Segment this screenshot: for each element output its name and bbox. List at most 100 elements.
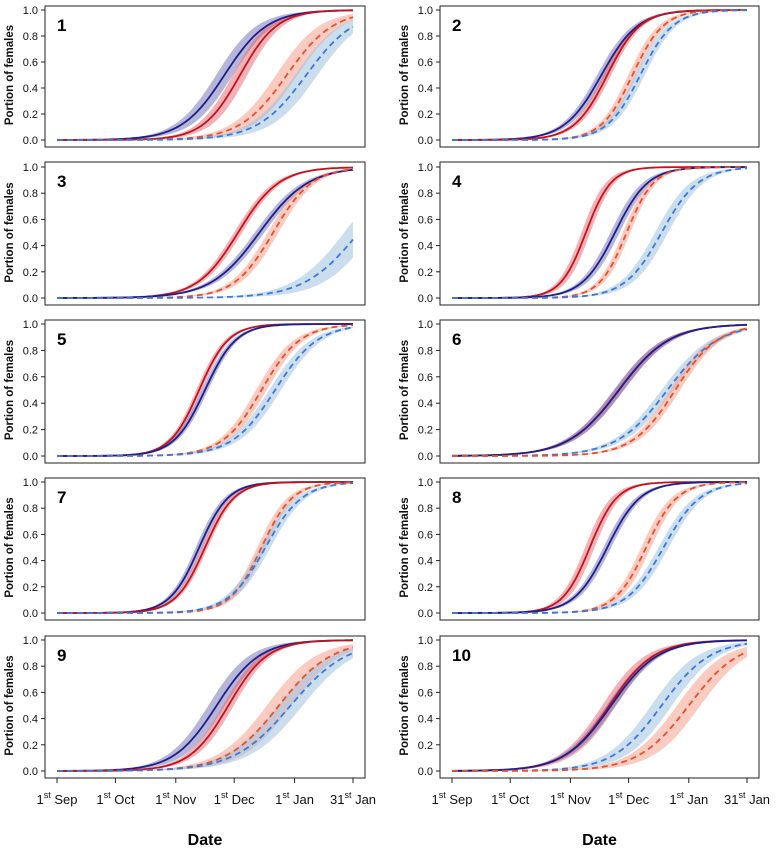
y-axis-label: Portion of females	[399, 497, 411, 597]
y-tick-label: 0.4	[23, 714, 38, 726]
x-tick-label: 31st Jan	[330, 790, 376, 807]
panel-frame	[439, 477, 760, 621]
y-tick-label: 0.8	[23, 503, 38, 515]
panel-5: 0.0 0.2 0.4 0.6 0.8 1.0 Portion of females 5	[4, 319, 366, 464]
series-line-blue-solid	[57, 639, 354, 772]
y-tick-label: 1.0	[23, 5, 38, 17]
x-tick-label: 1st Oct	[491, 790, 529, 807]
y-tick-label: 1.0	[418, 477, 433, 489]
panel-frame	[44, 319, 366, 464]
series-line-red-dashed	[57, 16, 354, 141]
series-line-blue-dashed	[57, 238, 354, 299]
y-tick-label: 0.0	[418, 135, 433, 147]
y-axis-label: Portion of females	[4, 497, 16, 597]
x-tick-label: 1st Sep	[432, 790, 473, 807]
y-tick-label: 0.6	[418, 529, 433, 541]
y-tick-label: 0.0	[23, 451, 38, 463]
confidence-band-blue-solid	[452, 324, 747, 456]
y-tick-label: 0.0	[418, 766, 433, 778]
series-line-red-solid	[452, 481, 747, 614]
series-line-blue-dashed	[57, 482, 354, 614]
panel-3: 0.0 0.2 0.4 0.6 0.8 1.0 Portion of females 3	[4, 161, 366, 306]
y-tick-label: 1.0	[23, 319, 38, 331]
series-line-blue-dashed	[452, 9, 747, 141]
y-axis-label: Portion of females	[4, 25, 16, 125]
series-line-red-dashed	[57, 324, 354, 457]
confidence-band-blue-dashed	[452, 167, 747, 298]
y-tick-label: 0.8	[418, 661, 433, 673]
panel-number: 1	[57, 16, 66, 35]
y-tick-label: 0.4	[418, 241, 433, 253]
panel-8: 0.0 0.2 0.4 0.6 0.8 1.0 Portion of females 8	[399, 477, 760, 621]
confidence-band-red-dashed	[452, 167, 747, 298]
confidence-band-blue-dashed	[57, 326, 353, 456]
confidence-band-blue-solid	[57, 640, 353, 771]
y-tick-label: 0.2	[23, 109, 38, 121]
series-line-red-dashed	[452, 9, 747, 141]
panel-9: 0.0 0.2 0.4 0.6 0.8 1.0 Portion of females 9 1st…	[4, 635, 376, 849]
confidence-band-blue-dashed	[57, 647, 353, 771]
y-tick-label: 0.0	[418, 608, 433, 620]
panel-frame	[44, 5, 366, 148]
panel-frame	[439, 161, 760, 306]
panel-number: 3	[57, 172, 66, 191]
series-line-red-solid	[57, 639, 354, 772]
y-tick-label: 0.4	[418, 714, 433, 726]
panel-4: 0.0 0.2 0.4 0.6 0.8 1.0 Portion of females 4	[399, 161, 760, 306]
series-line-blue-dashed	[452, 328, 748, 457]
panel-frame	[44, 161, 366, 306]
confidence-band-red-dashed	[57, 324, 353, 456]
series-line-blue-dashed	[57, 326, 354, 457]
confidence-band-blue-dashed	[57, 19, 353, 141]
y-tick-label: 0.6	[23, 372, 38, 384]
panel-1: 0.0 0.2 0.4 0.6 0.8 1.0 Portion of females 1	[4, 5, 366, 148]
x-axis-label: Date	[582, 832, 617, 849]
panel-number: 9	[57, 646, 66, 665]
series-line-blue-solid	[452, 166, 748, 299]
confidence-band-red-solid	[57, 640, 353, 771]
y-tick-label: 0.2	[418, 425, 433, 437]
y-tick-label: 0.4	[23, 241, 38, 253]
y-tick-label: 0.4	[418, 83, 433, 95]
x-tick-label: 1st Oct	[96, 790, 134, 807]
series-line-red-dashed	[57, 646, 354, 772]
y-tick-label: 0.4	[418, 398, 433, 410]
confidence-band-red-solid	[452, 482, 747, 613]
x-tick-label: 31st Jan	[724, 790, 770, 807]
y-tick-label: 0.6	[418, 372, 433, 384]
confidence-band-blue-dashed	[452, 642, 747, 771]
confidence-band-red-dashed	[57, 644, 353, 771]
y-tick-label: 1.0	[418, 162, 433, 174]
y-tick-label: 1.0	[418, 635, 433, 647]
panel-number: 2	[452, 16, 461, 35]
x-tick-label: 1st Jan	[669, 790, 708, 807]
y-axis-label: Portion of females	[4, 655, 16, 755]
panel-number: 4	[452, 172, 462, 191]
y-tick-label: 1.0	[418, 319, 433, 331]
y-axis-label: Portion of females	[399, 340, 411, 440]
panel-number: 6	[452, 330, 461, 349]
y-tick-label: 0.8	[23, 31, 38, 43]
series-line-red-solid	[452, 166, 747, 299]
series-line-red-solid	[57, 9, 353, 141]
x-tick-label: 1st Nov	[550, 790, 591, 807]
y-tick-label: 0.0	[418, 293, 433, 305]
y-tick-label: 0.4	[23, 83, 38, 95]
series-line-red-solid	[452, 323, 748, 457]
y-tick-label: 0.4	[23, 556, 38, 568]
y-tick-label: 0.2	[418, 740, 433, 752]
y-tick-label: 0.2	[23, 582, 38, 594]
y-tick-label: 1.0	[418, 5, 433, 17]
confidence-band-blue-solid	[452, 10, 747, 140]
y-tick-label: 0.8	[418, 503, 433, 515]
y-tick-label: 0.8	[418, 345, 433, 357]
x-tick-label: 1st Jan	[275, 790, 314, 807]
confidence-band-red-dashed	[452, 646, 747, 771]
y-tick-label: 0.0	[23, 766, 38, 778]
confidence-band-blue-dashed	[452, 483, 747, 613]
y-tick-label: 0.8	[418, 188, 433, 200]
y-tick-label: 0.6	[23, 214, 38, 226]
y-tick-label: 0.8	[23, 345, 38, 357]
y-tick-label: 0.0	[23, 293, 38, 305]
y-tick-label: 0.8	[23, 188, 38, 200]
